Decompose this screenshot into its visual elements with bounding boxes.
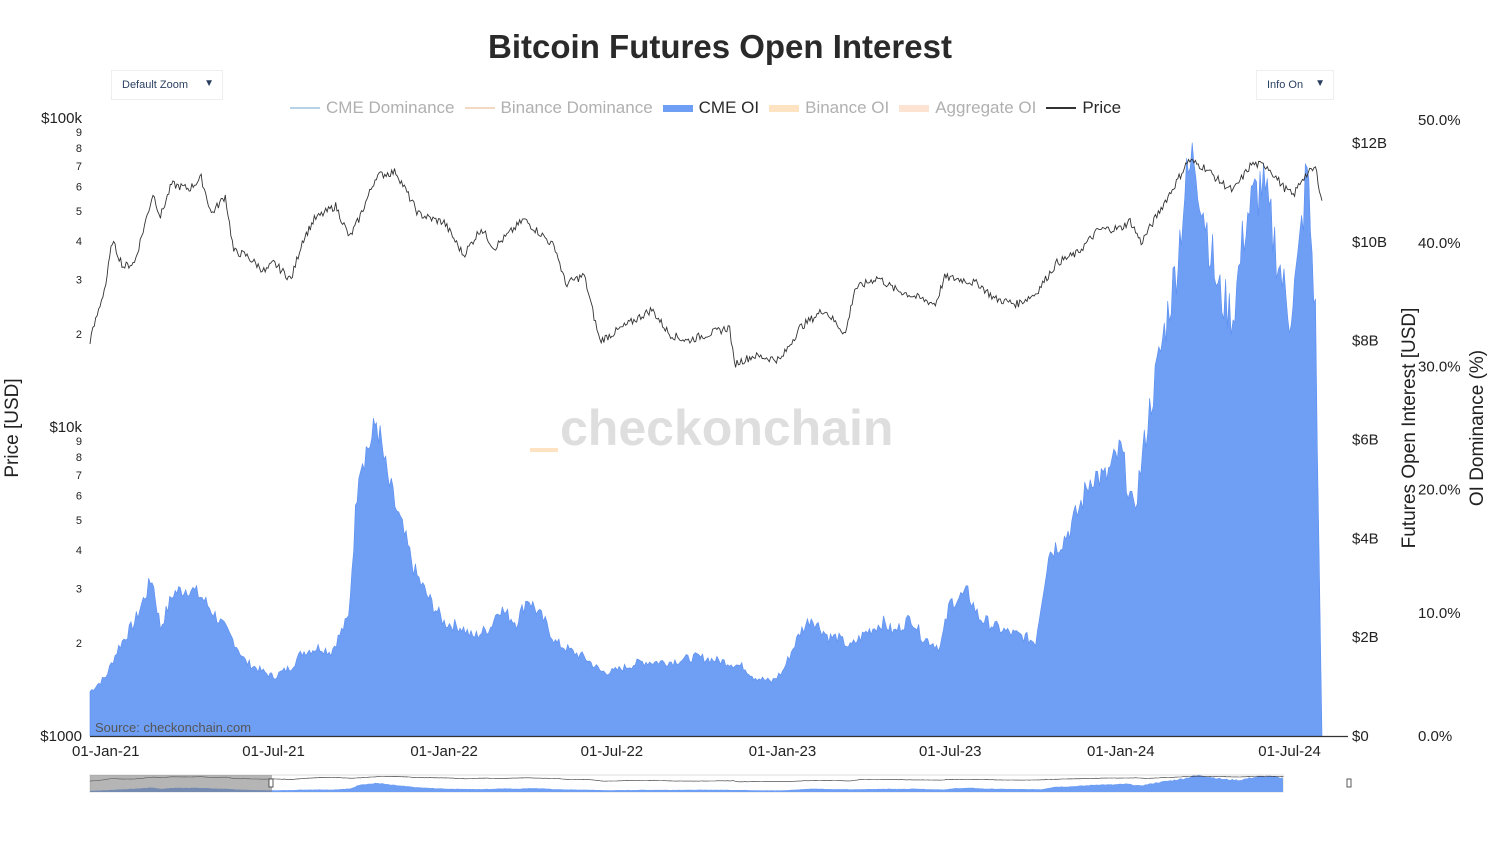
cme-oi-area-layer	[89, 142, 1323, 737]
legend-item-price[interactable]: Price	[1046, 96, 1121, 120]
y-left-tick-label: 4	[76, 236, 82, 248]
navigator-handle-right	[1346, 778, 1352, 788]
navigator-price-line	[89, 775, 1284, 783]
price-line-layer	[89, 158, 1323, 368]
info-dropdown[interactable]: Info On ▼	[1256, 70, 1334, 100]
y-oi-tick-label: $2B	[1352, 629, 1379, 646]
chevron-down-icon: ▼	[1315, 78, 1325, 89]
legend: CME Dominance Binance Dominance CME OI B…	[290, 96, 1131, 120]
x-tick-label: 01-Jul-22	[581, 743, 644, 760]
zoom-dropdown[interactable]: Default Zoom ▼	[111, 70, 223, 100]
y-left-tick-label: 3	[76, 584, 82, 596]
y-oi-axis-title: Futures Open Interest [USD]	[1399, 308, 1420, 549]
y-oi-tick-label: $8B	[1352, 333, 1379, 350]
legend-label: Binance OI	[805, 98, 890, 117]
x-tick-label: 01-Jul-24	[1258, 743, 1321, 760]
y-oi-tick-label: $12B	[1352, 135, 1387, 152]
y-oi-tick-label: $4B	[1352, 530, 1379, 547]
y-left-tick-label: 2	[76, 638, 82, 650]
y-dominance-axis-title: OI Dominance (%)	[1467, 350, 1488, 506]
watermark-underscore	[530, 448, 558, 452]
legend-label: Price	[1082, 98, 1122, 117]
navigator-oi-area	[90, 775, 1283, 792]
legend-item-cme-dominance[interactable]: CME Dominance	[290, 96, 455, 120]
y-left-tick-label: 9	[76, 127, 82, 139]
y-left-tick-label: 2	[76, 329, 82, 341]
y-left-tick-label: 8	[76, 452, 82, 464]
navigator-mask	[90, 775, 272, 792]
legend-swatch	[290, 107, 320, 109]
y-left-tick-label: 9	[76, 436, 82, 448]
y-dominance-tick-label: 20.0%	[1418, 482, 1461, 499]
y-left-tick-label: 4	[76, 545, 82, 557]
legend-item-binance-dominance[interactable]: Binance Dominance	[464, 96, 653, 120]
zoom-dropdown-label: Default Zoom	[122, 79, 189, 91]
y-dominance-tick-label: 30.0%	[1418, 358, 1461, 375]
legend-item-binance-oi[interactable]: Binance OI	[769, 96, 889, 120]
legend-swatch	[662, 104, 693, 112]
y-left-tick-label: $100k	[41, 110, 82, 127]
y-left-tick-label: 5	[76, 206, 82, 218]
y-dominance-tick-label: 50.0%	[1418, 112, 1461, 129]
axes-layer: 01-Jan-21 01-Jul-21 01-Jan-22 01-Jul-22 01-J…	[40, 110, 1460, 760]
y-left-tick-label: $10k	[49, 419, 82, 436]
watermark: checkonchain	[560, 400, 893, 456]
info-dropdown-label: Info On	[1267, 79, 1304, 91]
navigator-handle-left	[268, 778, 274, 788]
y-left-tick-label: 6	[76, 491, 82, 503]
chart-title: Bitcoin Futures Open Interest	[488, 28, 952, 65]
legend-item-aggregate-oi[interactable]: Aggregate OI	[899, 96, 1036, 120]
range-navigator[interactable]	[89, 774, 1352, 793]
y-left-tick-label: 5	[76, 515, 82, 527]
x-tick-label: 01-Jan-24	[1087, 743, 1155, 760]
legend-swatch	[1046, 107, 1077, 109]
x-tick-label: 01-Jan-23	[749, 743, 817, 760]
x-tick-label: 01-Jan-22	[410, 743, 478, 760]
y-left-tick-label: 6	[76, 182, 82, 194]
y-oi-tick-label: $6B	[1352, 432, 1379, 449]
legend-swatch	[464, 107, 495, 109]
x-tick-label: 01-Jul-23	[919, 743, 982, 760]
y-left-tick-label: 7	[76, 161, 82, 173]
y-oi-tick-label: $0	[1352, 728, 1369, 745]
y-left-tick-label: 8	[76, 143, 82, 155]
y-left-tick-label: 7	[76, 470, 82, 482]
source-label: Source: checkonchain.com	[95, 720, 251, 735]
y-dominance-tick-label: 10.0%	[1418, 605, 1461, 622]
y-oi-tick-label: $10B	[1352, 234, 1387, 251]
price-line	[89, 158, 1323, 368]
legend-label: Binance Dominance	[500, 98, 653, 117]
y-dominance-tick-label: 40.0%	[1418, 235, 1461, 252]
legend-item-cme-oi[interactable]: CME OI	[662, 96, 760, 120]
legend-label: Aggregate OI	[935, 98, 1037, 117]
legend-label: CME Dominance	[326, 98, 455, 117]
cme-oi-area	[89, 142, 1323, 737]
chevron-down-icon: ▼	[204, 78, 214, 89]
y-left-axis-title: Price [USD]	[2, 378, 23, 477]
legend-label: CME OI	[698, 98, 760, 117]
x-tick-label: 01-Jul-21	[242, 743, 305, 760]
y-left-tick-label: $1000	[40, 728, 82, 745]
x-tick-label: 01-Jan-21	[72, 743, 140, 760]
legend-swatch	[769, 104, 800, 112]
y-left-tick-label: 3	[76, 275, 82, 287]
y-dominance-tick-label: 0.0%	[1418, 728, 1452, 745]
legend-swatch	[899, 104, 930, 112]
